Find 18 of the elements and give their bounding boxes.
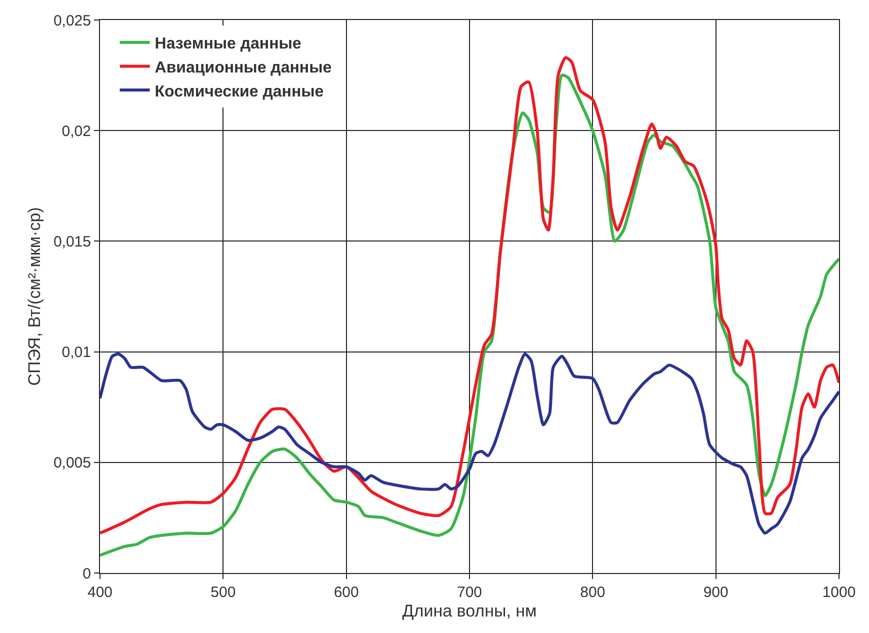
x-tick-label: 800 [580, 584, 606, 601]
y-tick-label: 0,005 [53, 454, 91, 472]
y-axis-title: СПЭЯ, Вт/(см²·мкм·ср) [25, 207, 44, 386]
y-tick-label: 0 [82, 565, 91, 582]
legend-label: Авиационные данные [154, 59, 332, 76]
legend-label: Наземные данные [154, 36, 302, 53]
x-tick-label: 900 [703, 584, 728, 601]
x-tick-label: 1000 [822, 584, 856, 601]
legend-label: Космические данные [154, 83, 324, 100]
x-tick-label: 500 [210, 584, 236, 601]
y-tick-label: 0,015 [53, 233, 91, 250]
y-tick-label: 0,01 [62, 344, 91, 362]
x-tick-label: 700 [456, 584, 482, 601]
x-tick-label: 600 [334, 584, 359, 601]
x-axis-title: Длина волны, нм [402, 601, 537, 620]
x-tick-label: 400 [87, 584, 113, 601]
y-tick-label: 0,02 [62, 122, 91, 140]
y-tick-label: 0,025 [53, 12, 91, 30]
